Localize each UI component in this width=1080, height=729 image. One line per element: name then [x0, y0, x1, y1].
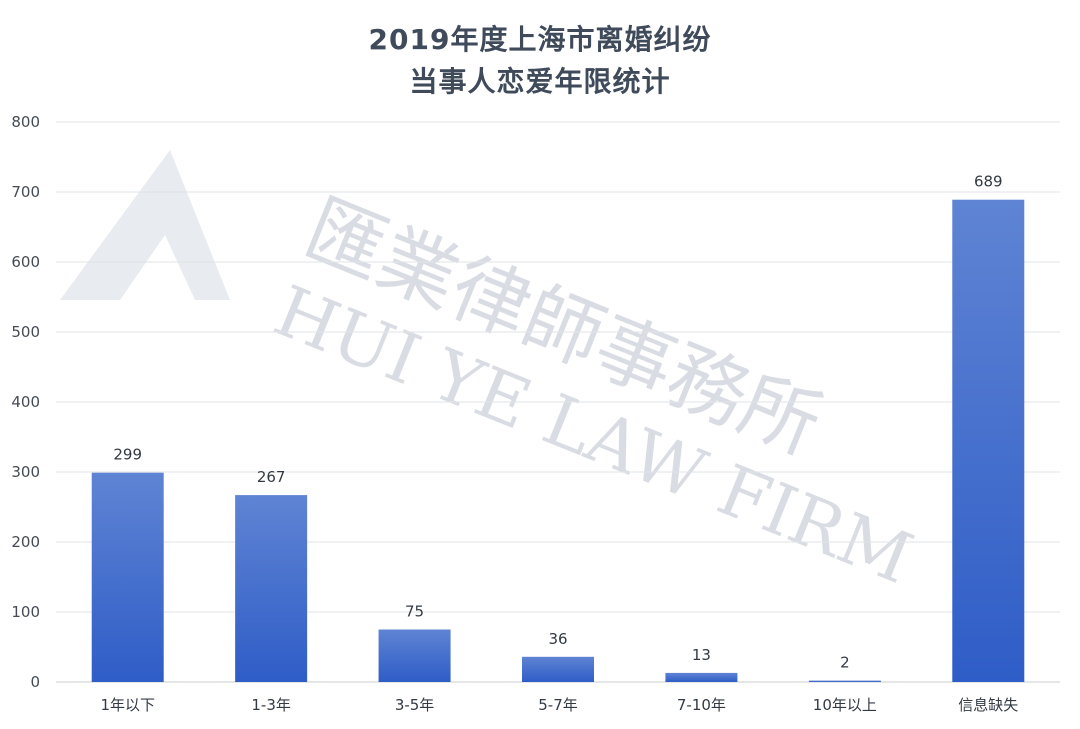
watermark-logo	[60, 150, 230, 300]
x-tick-label: 3-5年	[395, 696, 435, 714]
x-tick-label: 10年以上	[813, 696, 877, 714]
data-label: 689	[974, 173, 1003, 191]
data-labels: 299 267 75 36 13 2 689	[113, 173, 1002, 672]
x-tick-label: 5-7年	[538, 696, 578, 714]
x-tick-label: 1-3年	[251, 696, 291, 714]
x-tick-label: 信息缺失	[958, 696, 1018, 714]
data-label: 13	[692, 646, 711, 664]
y-tick-label: 600	[11, 253, 40, 271]
bar	[522, 656, 594, 682]
y-axis: 0 100 200 300 400 500 600 700 800	[11, 113, 40, 691]
y-tick-label: 800	[11, 113, 40, 131]
bar	[808, 680, 881, 682]
y-tick-label: 100	[11, 603, 40, 621]
chart-title-line-2: 当事人恋爱年限统计	[409, 65, 671, 98]
bar	[665, 672, 738, 682]
y-tick-label: 0	[30, 673, 40, 691]
bar	[91, 472, 164, 682]
y-tick-label: 700	[11, 183, 40, 201]
bar	[235, 495, 308, 682]
data-label: 299	[113, 446, 142, 464]
data-label: 75	[405, 603, 424, 621]
x-tick-label: 1年以下	[100, 696, 155, 714]
data-label: 2	[840, 654, 850, 672]
data-label: 267	[257, 468, 286, 486]
x-axis: 1年以下 1-3年 3-5年 5-7年 7-10年 10年以上 信息缺失	[100, 696, 1018, 714]
watermark: 匯業律師事務所 HUI YE LAW FIRM	[60, 150, 923, 600]
x-tick-label: 7-10年	[677, 696, 726, 714]
chart-title-line-1: 2019年度上海市离婚纠纷	[368, 23, 712, 56]
y-tick-label: 200	[11, 533, 40, 551]
data-label: 36	[548, 630, 567, 648]
bar	[952, 199, 1025, 682]
y-tick-label: 400	[11, 393, 40, 411]
bar	[378, 629, 451, 682]
y-tick-label: 300	[11, 463, 40, 481]
bars	[91, 199, 1025, 682]
gridlines	[56, 121, 1060, 683]
y-tick-label: 500	[11, 323, 40, 341]
